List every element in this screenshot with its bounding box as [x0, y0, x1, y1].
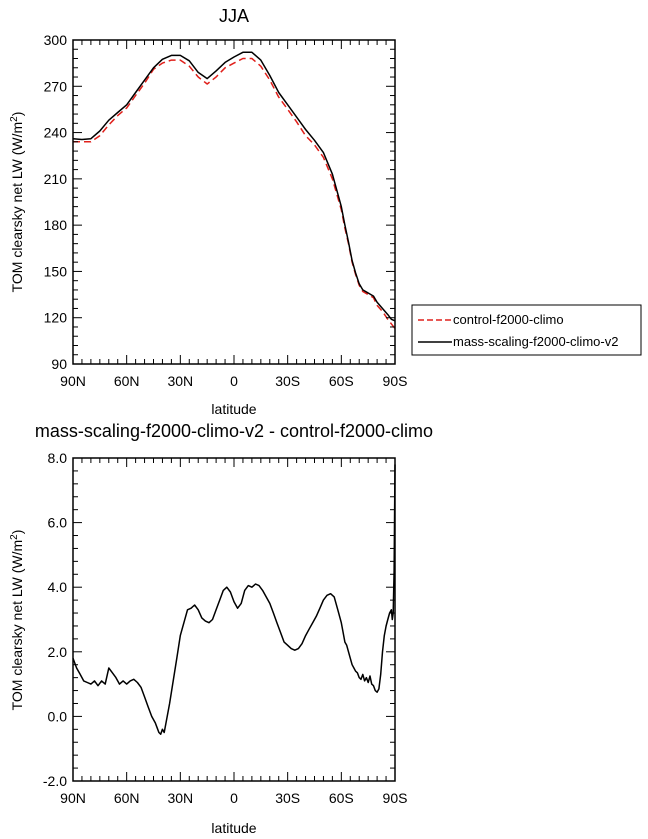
legend-box — [411, 304, 642, 356]
top-x-axis-label: latitude — [211, 401, 256, 417]
bottom-y-tick-label: 8.0 — [48, 450, 68, 466]
bottom-x-tick-label: 30N — [167, 790, 193, 806]
top-x-tick-label: 60S — [329, 373, 354, 389]
top-ticks-group: 90N 60N 30N 0 30S 60S 90S 90 120 150 180 210 240 270 3… — [44, 32, 408, 389]
legend-label-mass-scaling: mass-scaling-f2000-climo-v2 — [453, 334, 618, 349]
top-x-tick-label: 30S — [275, 373, 300, 389]
top-y-tick-label: 150 — [44, 263, 68, 279]
top-y-axis-label: TOM clearsky net LW (W/m2) — [9, 112, 26, 293]
bottom-x-tick-label: 60S — [329, 790, 354, 806]
top-y-tick-label: 270 — [44, 78, 68, 94]
top-chart-title: JJA — [219, 6, 249, 26]
bottom-series-line-1 — [72, 464, 396, 735]
top-series-group — [72, 51, 396, 329]
top-y-tick-label: 300 — [44, 32, 68, 48]
top-y-tick-label: 120 — [44, 310, 68, 326]
top-x-tick-label: 90N — [60, 373, 86, 389]
top-y-tick-label: 240 — [44, 125, 68, 141]
bottom-y-tick-label: 6.0 — [48, 515, 68, 531]
top-y-tick-label: 210 — [44, 171, 68, 187]
top-x-tick-label: 90S — [383, 373, 408, 389]
top-plot-frame — [72, 39, 396, 365]
bottom-y-tick-label: 4.0 — [48, 579, 68, 595]
bottom-x-tick-label: 0 — [230, 790, 238, 806]
legend-label-control: control-f2000-climo — [453, 312, 564, 327]
top-y-tick-label: 180 — [44, 217, 68, 233]
top-x-tick-label: 30N — [167, 373, 193, 389]
top-x-tick-label: 0 — [230, 373, 238, 389]
top-y-tick-label: 90 — [51, 356, 67, 372]
bottom-y-axis-label: TOM clearsky net LW (W/m2) — [9, 530, 26, 711]
top-series-line-2 — [72, 51, 396, 322]
bottom-y-tick-label: 0.0 — [48, 708, 68, 724]
top-x-tick-label: 60N — [114, 373, 140, 389]
top-panel: JJA 90N 60N 30N 0 30S 60S 90S 90 120 150 180 210 240… — [9, 6, 642, 417]
bottom-ticks-group: 90N 60N 30N 0 30S 60S 90S -2.0 0.0 2.0 4.0 6.0 8.0 — [43, 450, 408, 806]
legend: control-f2000-climo mass-scaling-f2000-c… — [411, 304, 642, 356]
bottom-plot-frame — [72, 457, 396, 782]
bottom-y-tick-label: -2.0 — [43, 773, 67, 789]
bottom-y-tick-label: 2.0 — [48, 644, 68, 660]
bottom-x-tick-label: 30S — [275, 790, 300, 806]
bottom-x-tick-label: 60N — [114, 790, 140, 806]
bottom-x-tick-label: 90N — [60, 790, 86, 806]
top-series-line-1 — [73, 57, 396, 329]
bottom-series-group — [72, 464, 396, 735]
bottom-x-tick-label: 90S — [383, 790, 408, 806]
bottom-panel: mass-scaling-f2000-climo-v2 - control-f2… — [9, 421, 434, 836]
bottom-chart-title: mass-scaling-f2000-climo-v2 - control-f2… — [35, 421, 433, 441]
bottom-x-axis-label: latitude — [211, 820, 256, 836]
